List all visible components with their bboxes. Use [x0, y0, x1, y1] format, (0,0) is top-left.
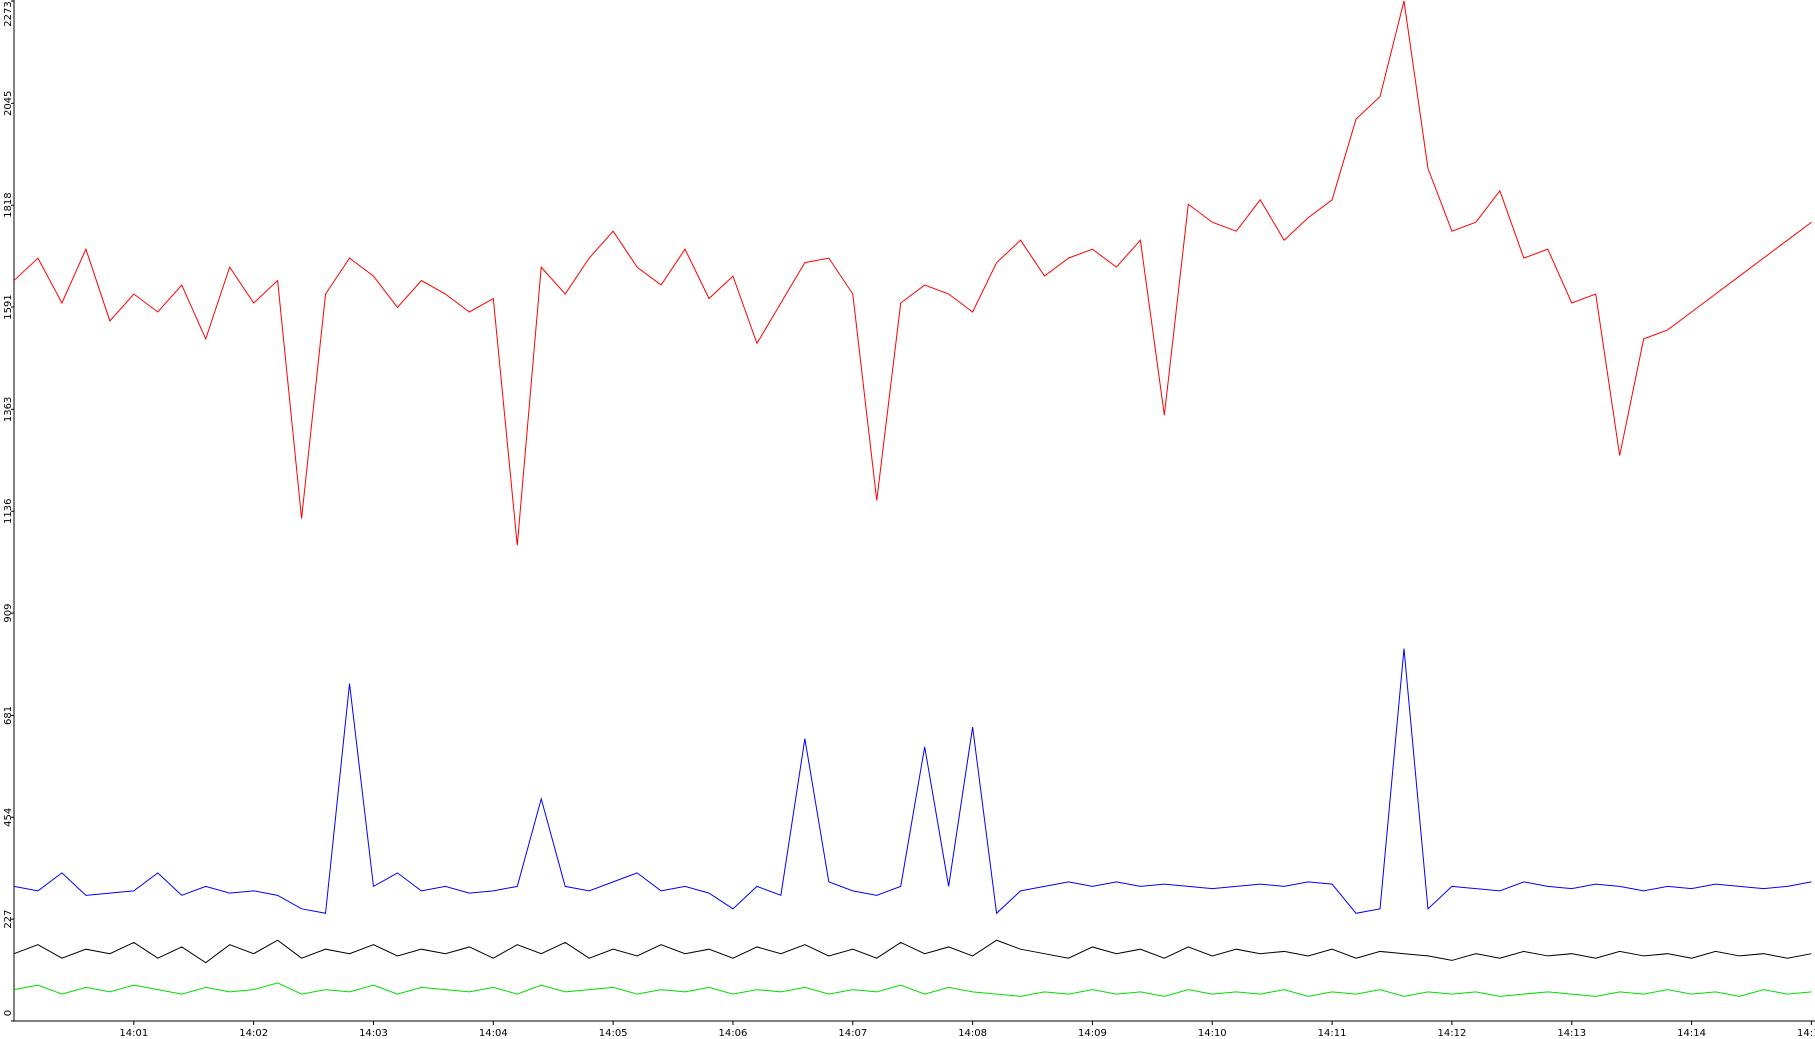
series-line	[13, 0, 1812, 546]
x-tick-label: 14:14	[1677, 1028, 1706, 1039]
x-tick-label: 14:04	[479, 1028, 508, 1039]
x-tick-label: 14:15	[1797, 1028, 1815, 1039]
x-tick-label: 14:13	[1557, 1028, 1586, 1039]
y-tick-label: 2045	[3, 91, 14, 116]
y-tick-label: 681	[3, 706, 14, 725]
x-tick-label: 14:09	[1078, 1028, 1107, 1039]
x-tick-label: 14:07	[838, 1028, 867, 1039]
x-tick-label: 14:11	[1318, 1028, 1347, 1039]
x-tick-label: 14:03	[359, 1028, 388, 1039]
x-tick-label: 14:02	[239, 1028, 268, 1039]
series-line	[13, 982, 1812, 997]
y-tick-label: 909	[3, 604, 14, 623]
x-tick-label: 14:08	[958, 1028, 987, 1039]
x-tick-label: 14:05	[599, 1028, 628, 1039]
y-tick-label: 1818	[3, 192, 14, 217]
series-line	[13, 648, 1812, 915]
y-tick-label: 227	[3, 910, 14, 929]
y-tick-label: 1363	[3, 397, 14, 422]
series-line	[13, 939, 1812, 964]
x-tick-label: 14:12	[1438, 1028, 1467, 1039]
y-tick-label: 454	[3, 808, 14, 827]
x-tick-label: 14:06	[719, 1028, 748, 1039]
x-tick-label: 14:10	[1198, 1028, 1227, 1039]
y-tick-label: 2273	[3, 1, 14, 26]
y-tick-label: 1591	[3, 294, 14, 319]
y-tick-label: 0	[3, 1010, 14, 1016]
y-tick-label: 1136	[3, 498, 14, 523]
x-tick-label: 14:01	[119, 1028, 148, 1039]
